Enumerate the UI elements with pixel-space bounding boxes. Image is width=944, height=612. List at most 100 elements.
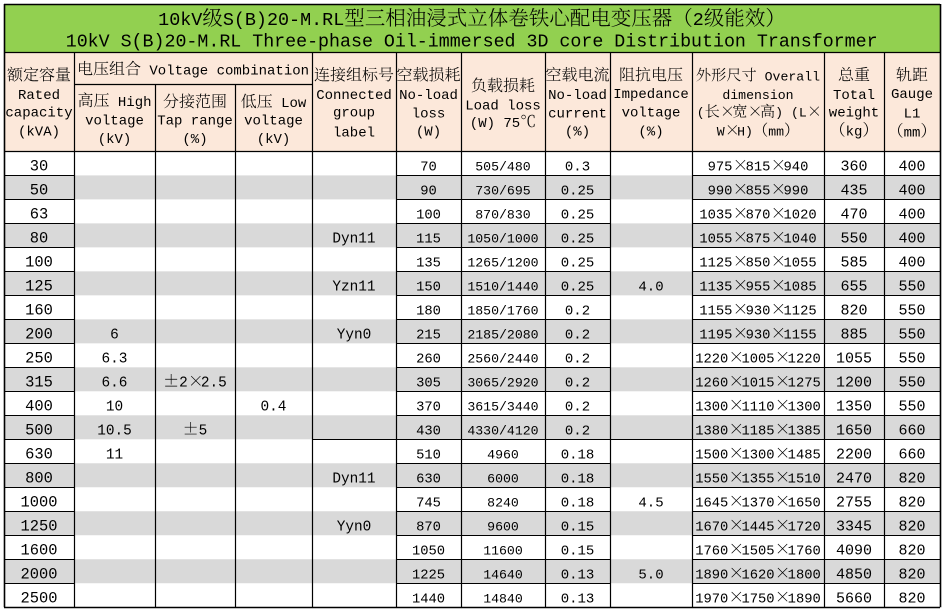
svg-text:H): H) (737, 124, 753, 139)
svg-text:W: W (717, 124, 725, 139)
svg-text:2: 2 (179, 376, 188, 392)
svg-text:815: 815 (746, 161, 771, 176)
svg-text:No-load: No-load (399, 88, 458, 104)
svg-text:2: 2 (693, 10, 704, 31)
svg-text:1200: 1200 (836, 375, 872, 392)
svg-text:0.18: 0.18 (561, 496, 595, 512)
svg-text:1050/1000: 1050/1000 (467, 232, 538, 247)
svg-text:550: 550 (899, 399, 926, 416)
svg-text:4.5: 4.5 (638, 496, 663, 512)
svg-text:10kV: 10kV (158, 10, 202, 31)
svg-text:820: 820 (899, 471, 926, 488)
svg-text:No-load: No-load (548, 88, 607, 104)
svg-text:1645: 1645 (695, 497, 728, 512)
svg-text:550: 550 (899, 351, 926, 368)
svg-text:3065/2920: 3065/2920 (467, 376, 538, 391)
svg-text:1195: 1195 (699, 329, 732, 344)
svg-text:voltage: voltage (622, 106, 681, 122)
svg-text:660: 660 (899, 447, 926, 464)
svg-text:850: 850 (746, 257, 771, 272)
svg-text:360: 360 (841, 159, 868, 176)
svg-text:kg: kg (846, 124, 863, 140)
svg-text:4330/4120: 4330/4120 (467, 424, 538, 439)
svg-text:2500: 2500 (21, 590, 58, 608)
svg-text:80: 80 (30, 230, 48, 248)
svg-text:63: 63 (30, 206, 48, 224)
svg-text:14840: 14840 (483, 592, 523, 607)
svg-text:585: 585 (841, 255, 868, 272)
svg-text:4.0: 4.0 (638, 280, 663, 296)
svg-text:1350: 1350 (836, 399, 872, 416)
svg-text:510: 510 (416, 449, 441, 464)
svg-text:100: 100 (25, 254, 53, 272)
svg-text:400: 400 (899, 231, 926, 248)
svg-text:11600: 11600 (483, 544, 523, 559)
svg-text:1890: 1890 (788, 593, 821, 608)
svg-text:150: 150 (416, 281, 441, 296)
svg-text:4090: 4090 (836, 543, 872, 560)
svg-text:1125: 1125 (699, 257, 732, 272)
svg-text:Gauge: Gauge (891, 87, 933, 103)
svg-text:1225: 1225 (412, 569, 445, 584)
svg-text:5: 5 (199, 424, 208, 440)
svg-text:125: 125 (25, 278, 53, 296)
svg-text:voltage: voltage (244, 114, 303, 130)
svg-text:855: 855 (746, 185, 771, 200)
svg-text:955: 955 (746, 281, 771, 296)
svg-text:1275: 1275 (788, 377, 821, 392)
svg-text:930: 930 (746, 329, 771, 344)
svg-text:(: ( (697, 106, 705, 121)
svg-text:(kVA): (kVA) (18, 124, 60, 140)
svg-text:(%): (%) (565, 124, 590, 140)
svg-text:870: 870 (746, 209, 771, 224)
svg-text:0.15: 0.15 (561, 520, 595, 536)
svg-text:550: 550 (899, 327, 926, 344)
svg-text:2.5: 2.5 (201, 376, 227, 392)
svg-text:820: 820 (841, 303, 868, 320)
svg-text:6000: 6000 (487, 472, 519, 487)
svg-text:0.18: 0.18 (561, 448, 595, 464)
svg-text:voltage: voltage (85, 114, 144, 130)
svg-text:High: High (118, 95, 152, 111)
svg-text:0.2: 0.2 (565, 424, 590, 440)
svg-text:500: 500 (25, 422, 53, 440)
svg-text:400: 400 (899, 159, 926, 176)
svg-text:2200: 2200 (836, 447, 872, 464)
svg-text:3615/3440: 3615/3440 (467, 400, 538, 415)
svg-text:1800: 1800 (788, 569, 821, 584)
svg-text:135: 135 (416, 257, 441, 272)
svg-text:(kV): (kV) (98, 132, 132, 148)
svg-text:250: 250 (25, 350, 53, 368)
svg-text:1300: 1300 (741, 449, 774, 464)
svg-text:0.2: 0.2 (565, 376, 590, 392)
svg-text:0.2: 0.2 (565, 328, 590, 344)
svg-text:0.13: 0.13 (561, 592, 595, 608)
svg-text:1015: 1015 (741, 377, 774, 392)
svg-text:745: 745 (416, 497, 441, 512)
svg-text:loss: loss (412, 107, 446, 123)
svg-text:550: 550 (841, 231, 868, 248)
svg-text:Total: Total (833, 88, 875, 104)
svg-text:1055: 1055 (784, 257, 817, 272)
svg-text:1620: 1620 (741, 569, 774, 584)
svg-text:550: 550 (899, 375, 926, 392)
svg-text:Dyn11: Dyn11 (332, 232, 375, 248)
svg-text:0.18: 0.18 (561, 472, 595, 488)
svg-text:1760: 1760 (695, 545, 728, 560)
svg-text:1970: 1970 (695, 593, 728, 608)
svg-text:1250: 1250 (21, 518, 58, 536)
svg-text:8240: 8240 (487, 496, 519, 511)
svg-text:1155: 1155 (784, 329, 817, 344)
svg-text:1505: 1505 (741, 545, 774, 560)
svg-text:400: 400 (899, 183, 926, 200)
svg-text:875: 875 (746, 233, 771, 248)
svg-text:4960: 4960 (487, 448, 519, 463)
svg-text:1760: 1760 (788, 545, 821, 560)
svg-text:315: 315 (25, 374, 53, 392)
svg-text:1550: 1550 (695, 473, 728, 488)
svg-text:dimension: dimension (722, 88, 793, 103)
svg-text:630: 630 (416, 473, 441, 488)
svg-text:1185: 1185 (741, 425, 774, 440)
svg-text:10.5: 10.5 (97, 424, 132, 440)
svg-text:870: 870 (416, 521, 441, 536)
